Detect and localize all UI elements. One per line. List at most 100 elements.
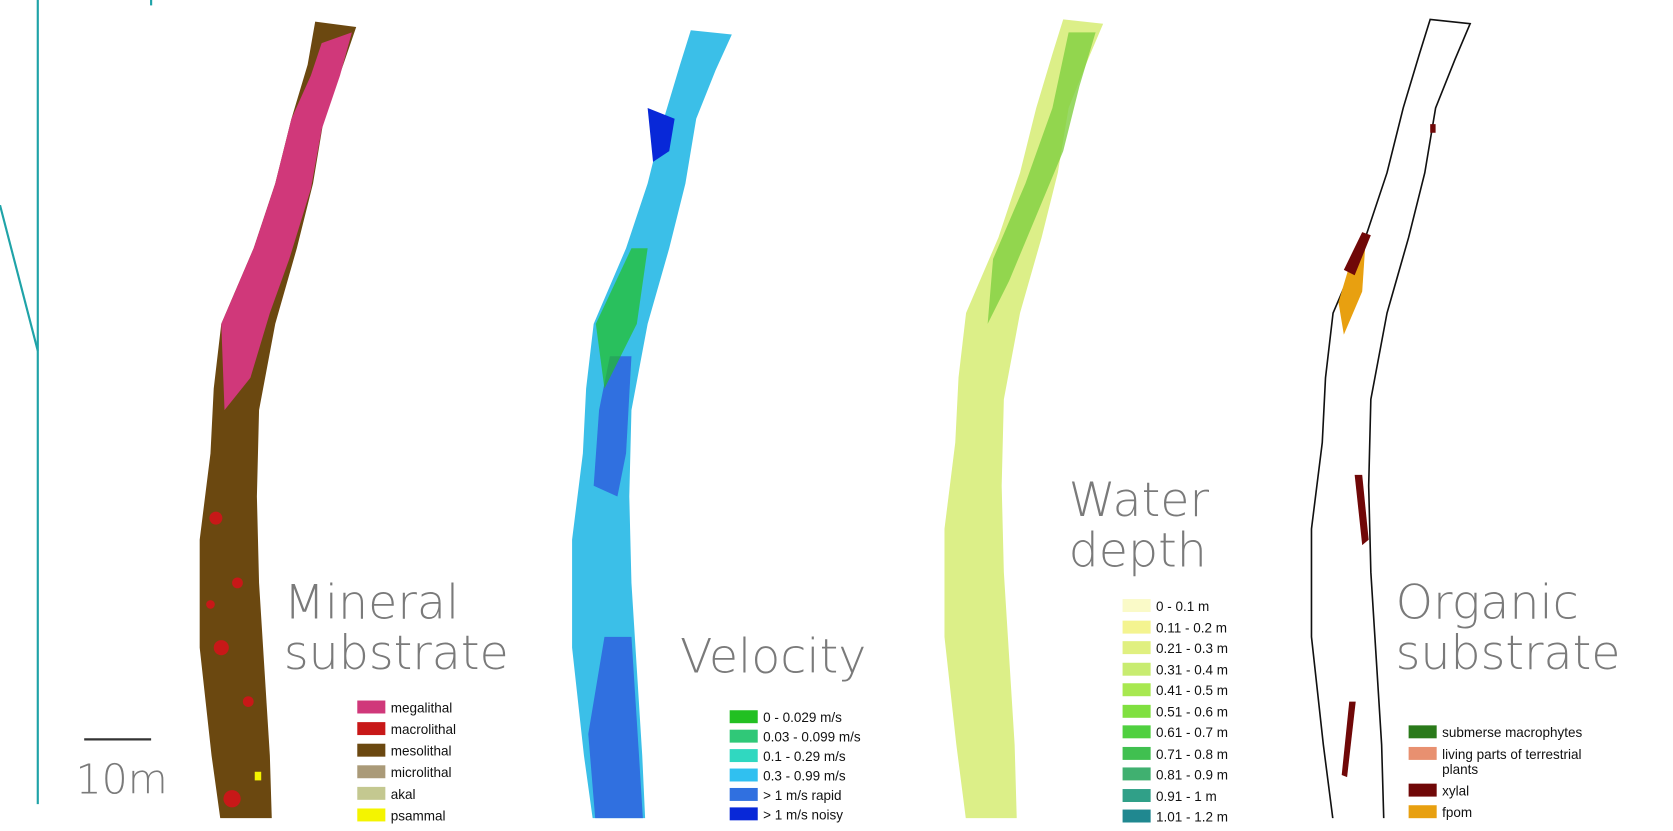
legend-item: 0.51 - 0.6 m — [1123, 704, 1242, 719]
legend: 0 - 0.1 m 0.11 - 0.2 m 0.21 - 0.3 m 0.31 - … — [1123, 599, 1242, 831]
legend-item: 0.81 - 0.9 m — [1123, 767, 1242, 782]
legend-item: akal — [357, 787, 487, 802]
legend-label: 0.41 - 0.5 m — [1156, 683, 1228, 698]
legend-swatch — [357, 808, 385, 821]
legend-label: 0.51 - 0.6 m — [1156, 704, 1228, 719]
legend-label: 0.81 - 0.9 m — [1156, 767, 1228, 782]
legend-item: 0 - 0.1 m — [1123, 599, 1242, 614]
legend-swatch — [730, 730, 758, 743]
title-line: Velocity — [680, 631, 866, 682]
panel-title: Velocity — [680, 631, 866, 682]
legend-label: 0.31 - 0.4 m — [1156, 662, 1228, 677]
legend-label: fpom — [1442, 805, 1472, 820]
legend-item: xylal — [1409, 784, 1609, 799]
legend-label: 0.3 - 0.99 m/s — [763, 769, 846, 784]
legend-swatch — [1123, 683, 1151, 696]
legend-item: microlithal — [357, 765, 487, 780]
title-line: Mineral — [284, 577, 509, 628]
legend-label: xylal — [1442, 784, 1469, 799]
legend-label: > 1 m/s noisy — [763, 807, 843, 822]
legend-item: 0.11 - 0.2 m — [1123, 620, 1242, 635]
legend-swatch — [1123, 725, 1151, 738]
legend-swatch — [357, 765, 385, 778]
legend-item: submerse macrophytes — [1409, 725, 1609, 740]
legend-label: 0.1 - 0.29 m/s — [763, 749, 846, 764]
organic-map — [1311, 19, 1470, 818]
legend-item: 0.21 - 0.3 m — [1123, 641, 1242, 656]
title-line: substrate — [284, 628, 509, 679]
depth-map — [944, 19, 1103, 818]
frame-lines — [0, 0, 151, 804]
legend-swatch — [1123, 599, 1151, 612]
legend-swatch — [1409, 805, 1437, 818]
legend-swatch — [357, 787, 385, 800]
legend-label: psammal — [391, 808, 446, 823]
legend-label: mesolithal — [391, 744, 452, 759]
legend-item: megalithal — [357, 701, 487, 716]
legend-label: akal — [391, 787, 416, 802]
legend-label: 1.01 - 1.2 m — [1156, 810, 1228, 825]
legend-item: living parts of terrestrial plants — [1409, 747, 1609, 777]
legend: submerse macrophytes living parts of terr… — [1409, 725, 1609, 826]
title-line: Water — [1069, 475, 1209, 526]
legend-swatch — [1123, 810, 1151, 823]
title-line: Organic — [1396, 577, 1621, 628]
figure: MineralsubstrateVelocityWaterdepthOrgani… — [0, 0, 1673, 818]
legend-item: psammal — [357, 808, 487, 823]
title-line: depth — [1069, 526, 1209, 577]
legend-item: > 1 m/s noisy — [730, 807, 892, 822]
legend-label: > 1 m/s rapid — [763, 788, 841, 803]
legend-label: 0.61 - 0.7 m — [1156, 725, 1228, 740]
title-line: substrate — [1396, 628, 1621, 679]
legend-swatch — [1409, 725, 1437, 738]
legend-item: fpom — [1409, 805, 1609, 820]
legend-swatch — [1409, 784, 1437, 797]
legend-swatch — [357, 744, 385, 757]
page: MineralsubstrateVelocityWaterdepthOrgani… — [0, 0, 1673, 818]
legend-label: submerse macrophytes — [1442, 725, 1582, 740]
legend-item: 0.71 - 0.8 m — [1123, 746, 1242, 761]
mineral-map — [200, 22, 357, 819]
legend: megalithal macrolithal mesolithal microlith… — [357, 701, 487, 831]
legend-label: 0.71 - 0.8 m — [1156, 746, 1228, 761]
legend-swatch — [1123, 789, 1151, 802]
legend-item: 0.41 - 0.5 m — [1123, 683, 1242, 698]
legend-item: 0.31 - 0.4 m — [1123, 662, 1242, 677]
legend-swatch — [730, 749, 758, 762]
legend-swatch — [1123, 662, 1151, 675]
legend-item: mesolithal — [357, 744, 487, 759]
legend-swatch — [1123, 641, 1151, 654]
legend-label: macrolithal — [391, 722, 456, 737]
legend-label: 0.03 - 0.099 m/s — [763, 730, 861, 745]
legend: 0 - 0.029 m/s 0.03 - 0.099 m/s 0.1 - 0.29 … — [730, 710, 892, 827]
legend-swatch — [357, 722, 385, 735]
legend-swatch — [1123, 704, 1151, 717]
legend-label: microlithal — [391, 765, 452, 780]
legend-item: 0 - 0.029 m/s — [730, 710, 892, 725]
legend-label: megalithal — [391, 701, 453, 716]
legend-swatch — [1123, 620, 1151, 633]
legend-label: 0.91 - 1 m — [1156, 789, 1217, 804]
legend-item: 0.1 - 0.29 m/s — [730, 749, 892, 764]
legend-swatch — [730, 807, 758, 820]
legend-swatch — [1123, 746, 1151, 759]
legend-item: 0.3 - 0.99 m/s — [730, 769, 892, 784]
legend-item: 0.03 - 0.099 m/s — [730, 730, 892, 745]
velocity-map — [572, 30, 732, 818]
legend-label: living parts of terrestrial plants — [1442, 747, 1608, 777]
legend-swatch — [357, 701, 385, 714]
legend-swatch — [730, 788, 758, 801]
legend-item: > 1 m/s rapid — [730, 788, 892, 803]
legend-item: 1.01 - 1.2 m — [1123, 810, 1242, 825]
legend-label: 0 - 0.1 m — [1156, 599, 1209, 614]
scale-label: 10m — [76, 756, 168, 803]
legend-label: 0 - 0.029 m/s — [763, 710, 842, 725]
legend-item: 0.61 - 0.7 m — [1123, 725, 1242, 740]
legend-swatch — [730, 769, 758, 782]
maps — [0, 0, 1673, 818]
legend-label: 0.21 - 0.3 m — [1156, 641, 1228, 656]
legend-swatch — [730, 710, 758, 723]
